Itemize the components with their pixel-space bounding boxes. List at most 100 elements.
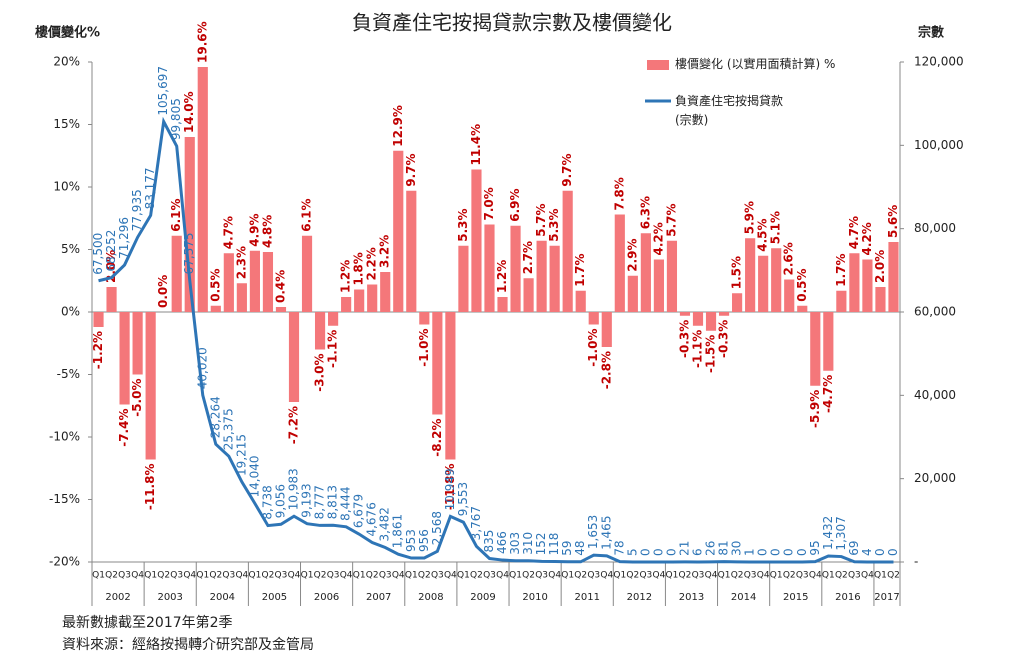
bar-value-label: -2.8% (599, 351, 613, 389)
bar (653, 259, 664, 312)
bar-value-label: 5.9% (743, 201, 757, 234)
x-tick-label: Q2 (783, 571, 796, 581)
line-value-label: 8,813 (326, 485, 340, 519)
x-tick-label: Q3 (170, 571, 183, 581)
x-tick-label: Q4 (548, 571, 561, 581)
x-tick-label: Q4 (496, 571, 509, 581)
bar (106, 287, 117, 312)
line-value-label: 8,738 (260, 485, 274, 519)
x-group-label: 2008 (418, 592, 443, 603)
x-tick-label: Q4 (705, 571, 718, 581)
line-value-label: 1,307 (834, 516, 848, 550)
line-value-label: 1,465 (599, 516, 613, 550)
bar-value-label: 2.7% (521, 241, 535, 274)
bar-value-label: 2.3% (234, 246, 248, 279)
chart-title: 負資產住宅按揭貸款宗數及樓價變化 (352, 11, 672, 35)
line-value-label: 5 (625, 548, 639, 556)
line-value-label: 6,679 (352, 494, 366, 528)
bar (288, 312, 300, 402)
y2-tick-label: 40,000 (914, 388, 956, 402)
y-tick-label: 20% (53, 55, 80, 69)
y2-tick-label: 120,000 (914, 55, 964, 69)
x-tick-label: Q3 (275, 571, 288, 581)
bar (836, 290, 847, 312)
bar-value-label: 5.7% (664, 203, 678, 236)
bar-value-label: 19.6% (195, 21, 209, 63)
x-tick-label: Q2 (522, 571, 535, 581)
line-value-label: 2,568 (430, 511, 444, 545)
x-tick-label: Q1 (144, 571, 157, 581)
bar (314, 312, 326, 350)
bar (367, 284, 378, 312)
bar-value-label: -1.1% (691, 330, 705, 368)
line-value-label: 118 (547, 533, 561, 556)
x-tick-label: Q2 (470, 571, 483, 581)
bar-value-label: 2.2% (365, 247, 379, 280)
line-value-label: 95 (808, 540, 822, 555)
bar-value-label: 1.2% (339, 260, 353, 293)
bar (93, 312, 104, 327)
line-value-label: 77,935 (130, 189, 144, 231)
x-tick-label: Q3 (744, 571, 757, 581)
bar-value-label: -11.8% (443, 464, 457, 511)
bar (406, 190, 417, 312)
x-group-label: 2017 (874, 592, 899, 603)
x-group-label: 2003 (157, 592, 182, 603)
bar (666, 240, 678, 312)
x-tick-label: Q3 (379, 571, 392, 581)
x-tick-label: Q2 (366, 571, 379, 581)
bar (718, 312, 730, 316)
y2-tick-label: - (914, 555, 918, 569)
x-tick-label: Q3 (639, 571, 652, 581)
bar (262, 252, 274, 312)
bar-value-label: 6.3% (638, 196, 652, 229)
bar-value-label: 0.5% (208, 268, 222, 301)
bar-value-label: -1.0% (417, 329, 431, 367)
bar (184, 137, 195, 312)
x-tick-label: Q4 (652, 571, 665, 581)
x-group-label: 2002 (105, 592, 130, 603)
x-tick-label: Q4 (131, 571, 144, 581)
bar-value-label: 4.2% (651, 222, 665, 255)
bar-value-label: -1.1% (326, 330, 340, 368)
x-group-label: 2015 (783, 592, 808, 603)
line-value-label: 0 (664, 548, 678, 556)
bar-value-label: 2.0% (873, 250, 887, 283)
x-group-label: 2004 (210, 592, 235, 603)
y-tick-label: 5% (61, 242, 80, 256)
x-tick-label: Q1 (301, 571, 314, 581)
line-value-label: 40,020 (195, 347, 209, 389)
line-value-label: 10,983 (287, 468, 301, 510)
bar (354, 289, 365, 312)
x-group-label: 2011 (574, 592, 599, 603)
x-tick-label: Q1 (666, 571, 679, 581)
x-group-label: 2016 (835, 592, 860, 603)
x-group-label: 2006 (314, 592, 339, 603)
bar-value-label: 4.5% (756, 218, 770, 251)
bar-value-label: 4.7% (847, 216, 861, 249)
x-tick-label: Q3 (692, 571, 705, 581)
bar (732, 293, 743, 312)
bar-value-label: 5.3% (547, 208, 561, 241)
bar-value-label: 2.9% (625, 238, 639, 271)
x-tick-label: Q2 (418, 571, 431, 581)
legend-entry: 樓價變化 (以實用面積計算) % (675, 57, 836, 71)
line-value-label: 310 (521, 532, 535, 555)
x-tick-label: Q3 (483, 571, 496, 581)
bar-value-label: 4.8% (260, 215, 274, 248)
x-tick-label: Q4 (757, 571, 770, 581)
line-value-label: 1,653 (586, 515, 600, 549)
line-value-label: 69 (847, 540, 861, 555)
bar (249, 250, 260, 312)
x-tick-label: Q4 (861, 571, 874, 581)
x-tick-label: Q2 (887, 571, 900, 581)
line-value-label: 83,177 (143, 167, 157, 209)
x-tick-label: Q4 (340, 571, 353, 581)
y2-axis-title: 宗數 (918, 25, 944, 41)
x-tick-label: Q2 (314, 571, 327, 581)
bar (549, 245, 560, 312)
line-value-label: 19,215 (234, 434, 248, 476)
x-tick-label: Q1 (196, 571, 209, 581)
bar (627, 275, 638, 312)
